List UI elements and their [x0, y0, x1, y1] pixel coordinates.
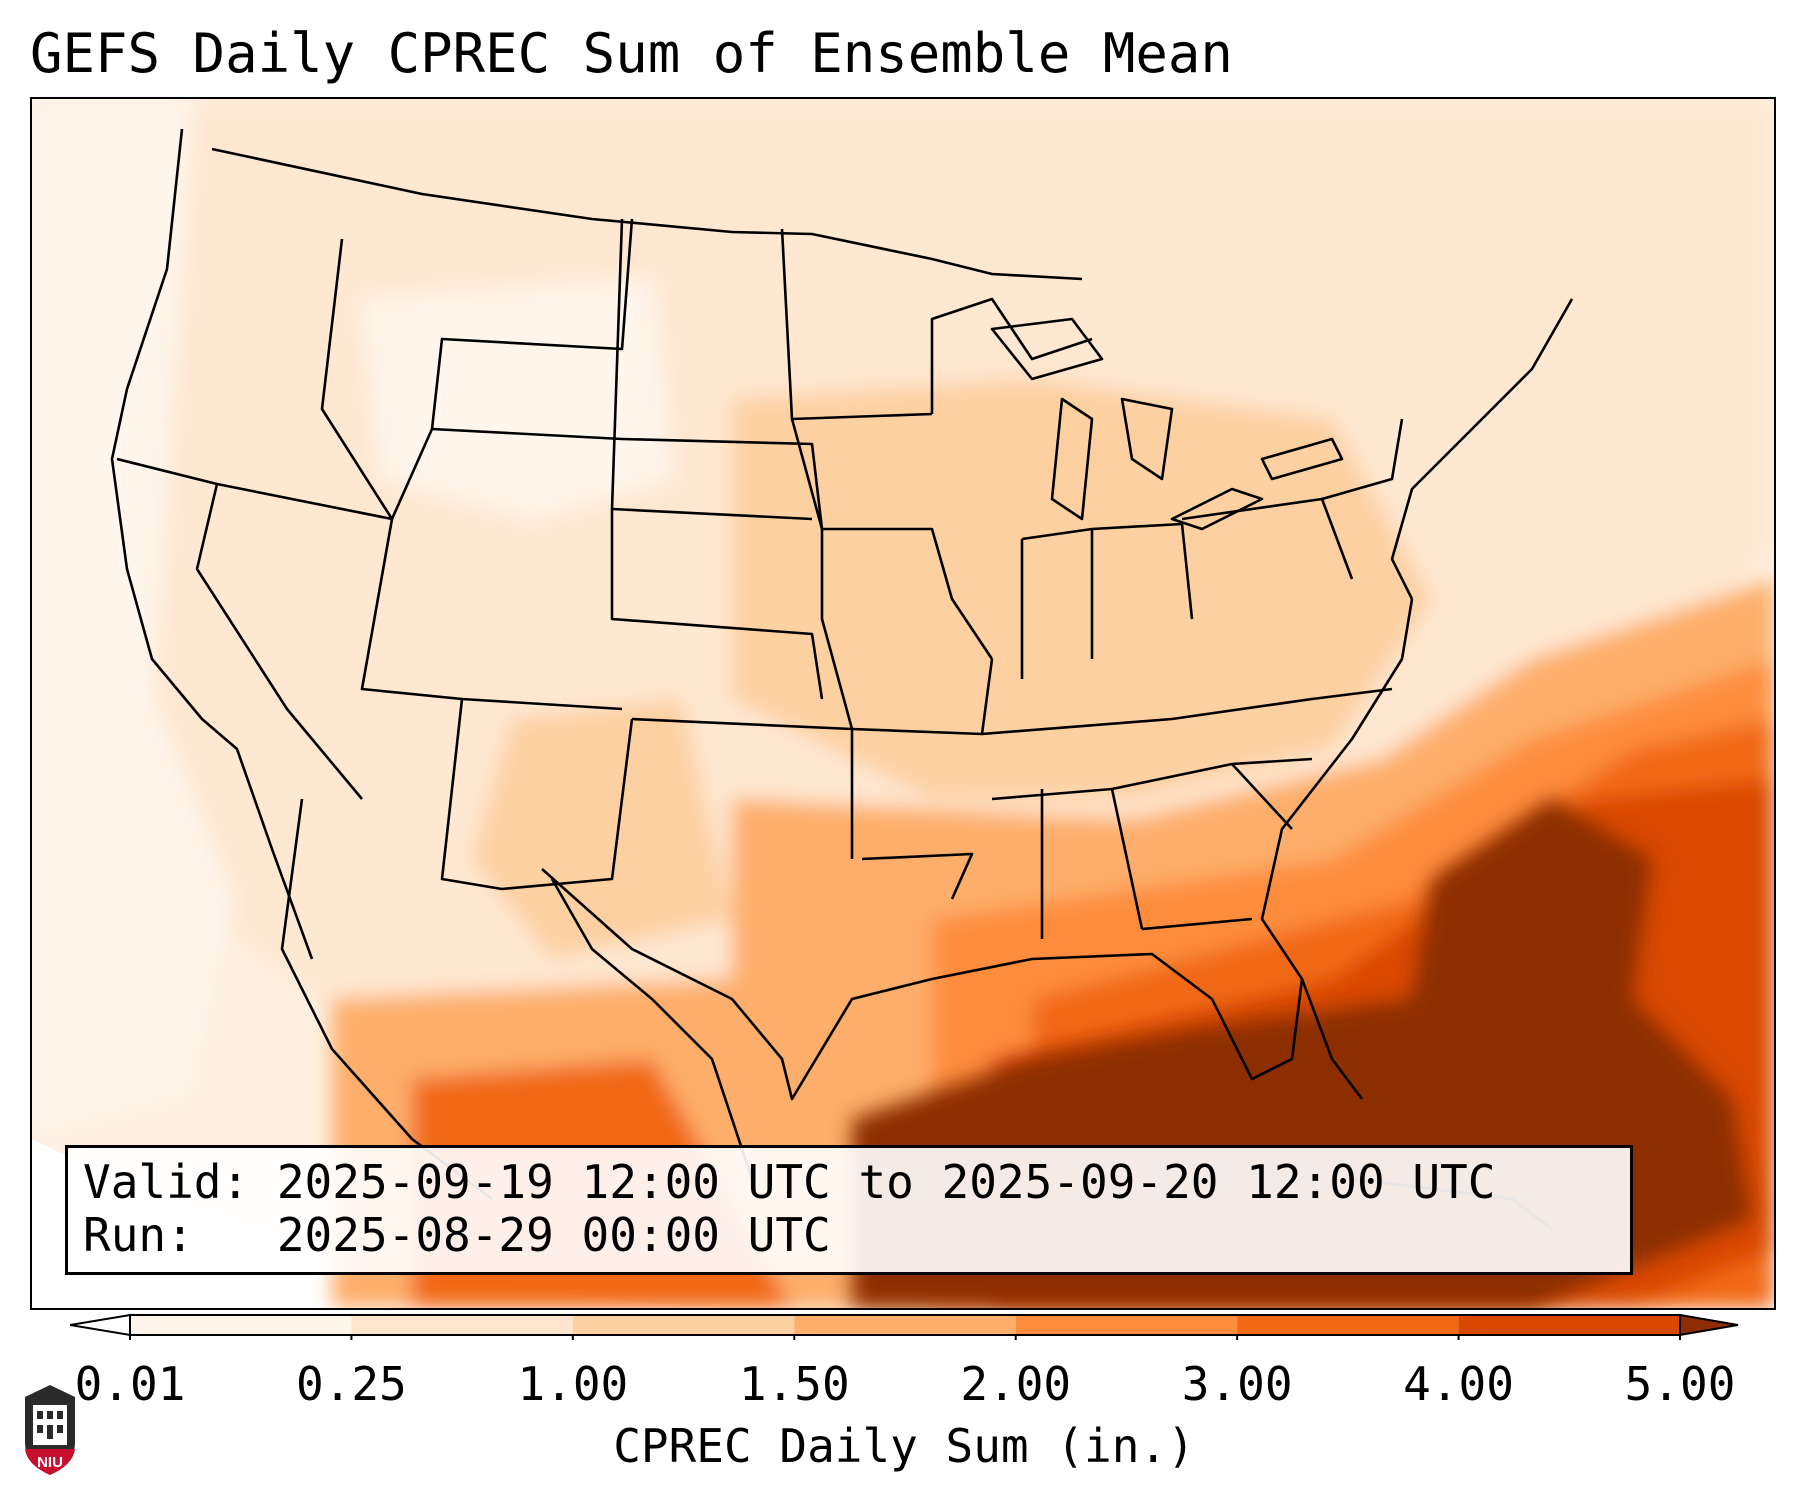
colorbar	[70, 1313, 1739, 1340]
colorbar-outline	[129, 1314, 1681, 1336]
precip-field	[32, 99, 1774, 1308]
colorbar-extend-high	[1679, 1313, 1739, 1337]
precip-map	[30, 97, 1776, 1310]
gulf-atlantic-coast	[541, 598, 1414, 1101]
run-time-text: Run: 2025-08-29 00:00 UTC	[83, 1208, 831, 1262]
validity-info-box: Valid: 2025-09-19 12:00 UTC to 2025-09-2…	[65, 1145, 1633, 1275]
map-title: GEFS Daily CPREC Sum of Ensemble Mean	[30, 22, 1233, 85]
colorbar-tick-label: 3.00	[1181, 1357, 1293, 1411]
valid-time-text: Valid: 2025-09-19 12:00 UTC to 2025-09-2…	[83, 1155, 1496, 1209]
colorbar-extend-low	[70, 1313, 131, 1337]
colorbar-tick-label: 1.00	[517, 1357, 629, 1411]
colorbar-box	[1237, 1315, 1459, 1335]
colorbar-tick-label: 1.50	[738, 1357, 850, 1411]
colorbar-tick-label: 4.00	[1403, 1357, 1514, 1411]
colorbar-box	[1015, 1315, 1238, 1335]
colorbar-tick-label: 5.00	[1624, 1357, 1736, 1411]
canada-border	[211, 147, 1083, 281]
boundaries	[110, 128, 1574, 1231]
colorbar-box	[1458, 1315, 1680, 1335]
colorbar-tick-label: 0.01	[74, 1357, 186, 1411]
atlantic-coast	[1390, 298, 1574, 600]
colorbar-label: CPREC Daily Sum (in.)	[613, 1419, 1195, 1473]
pacific-coast	[110, 128, 314, 960]
colorbar-box	[130, 1315, 352, 1335]
colorbar-box	[351, 1315, 573, 1335]
colorbar-tick-label: 2.00	[960, 1357, 1072, 1411]
colorbar-box	[572, 1315, 795, 1335]
colorbar-tick-label: 0.25	[296, 1357, 407, 1411]
colorbar-box	[794, 1315, 1016, 1335]
niu-logo-icon	[25, 1385, 75, 1475]
niu-logo-text: NIU	[37, 1454, 63, 1471]
